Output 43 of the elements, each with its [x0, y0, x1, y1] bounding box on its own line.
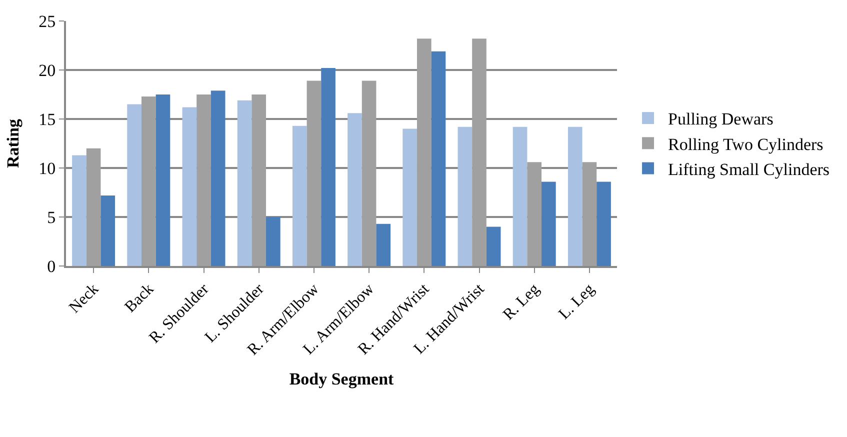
bar	[542, 182, 556, 266]
bar	[431, 51, 446, 266]
bar	[292, 126, 307, 266]
x-axis-title: Body Segment	[289, 370, 394, 389]
bar	[266, 217, 280, 266]
bar	[486, 226, 501, 266]
bar	[568, 126, 582, 266]
bar	[472, 38, 486, 266]
bar	[348, 113, 362, 266]
bar	[252, 94, 266, 266]
bar	[596, 182, 611, 266]
bar	[306, 80, 322, 266]
legend-label: Pulling Dewars	[668, 110, 774, 129]
bar	[86, 148, 101, 266]
bar	[376, 224, 391, 266]
y-tick-label: 25	[38, 12, 56, 31]
y-tick-label: 0	[47, 256, 56, 276]
y-axis-title: Rating	[4, 118, 23, 168]
bar	[402, 128, 417, 266]
bar	[72, 155, 86, 266]
x-tick-label: R. Leg	[500, 280, 543, 324]
bar	[416, 38, 432, 266]
y-tick-label: 10	[38, 158, 56, 178]
y-tick-label: 15	[38, 110, 56, 129]
bar	[156, 94, 170, 266]
legend-label: Lifting Small Cylinders	[668, 160, 830, 179]
bar	[527, 162, 542, 266]
bar	[182, 107, 197, 266]
legend-label: Rolling Two Cylinders	[668, 134, 824, 154]
bar	[100, 195, 116, 266]
bar	[512, 126, 528, 266]
bar	[321, 68, 336, 266]
x-tick-label: L. Leg	[556, 280, 598, 323]
bar	[127, 104, 142, 266]
y-tick-label: 20	[38, 60, 56, 80]
bar	[210, 90, 226, 266]
bar	[582, 162, 597, 266]
y-tick-label: 5	[47, 208, 56, 227]
bar	[362, 80, 376, 266]
bar	[458, 126, 472, 266]
bar	[237, 100, 252, 266]
bar	[196, 94, 211, 266]
bar	[141, 96, 156, 266]
